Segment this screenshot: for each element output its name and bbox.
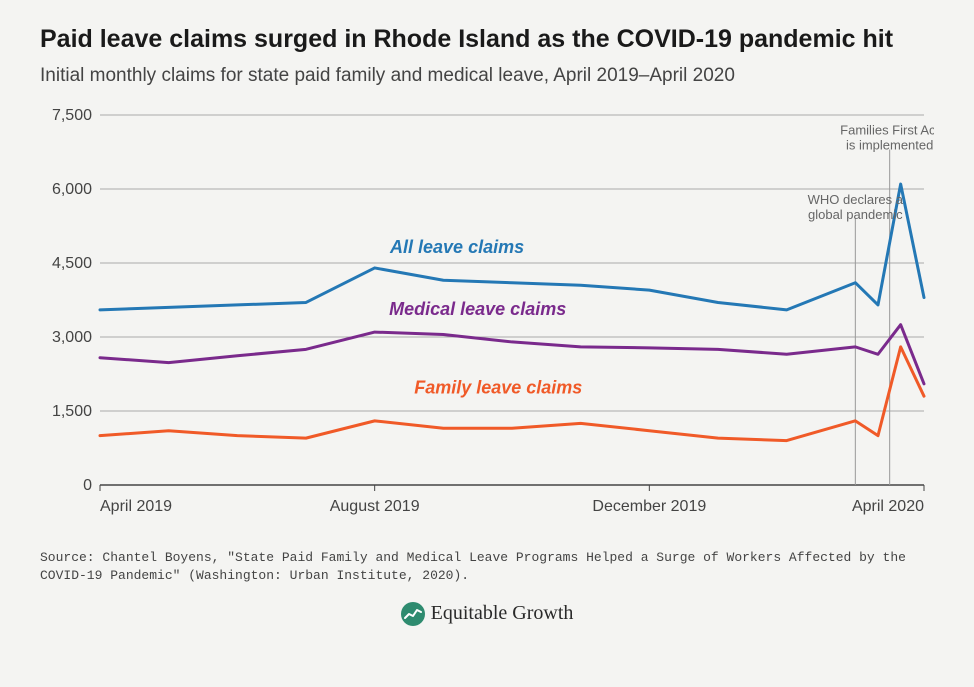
- series-line: [100, 325, 924, 384]
- chart-container: 0 1,500 3,000 4,500 6,000 7,500 April 2019 Augu…: [40, 95, 934, 535]
- y-tick-label: 0: [83, 477, 92, 494]
- x-tick-label: April 2019: [100, 498, 172, 515]
- chart-subtitle: Initial monthly claims for state paid fa…: [40, 65, 934, 87]
- annotation-label: WHO declares a: [808, 192, 904, 207]
- x-tick-label: August 2019: [330, 498, 420, 515]
- logo-text: Equitable Growth: [431, 602, 574, 625]
- x-tick-label: December 2019: [592, 498, 706, 515]
- x-tick-label: April 2020: [852, 498, 924, 515]
- series-label: All leave claims: [389, 237, 524, 257]
- y-tick-label: 3,000: [52, 329, 92, 346]
- y-tick-label: 4,500: [52, 255, 92, 272]
- source-citation: Source: Chantel Boyens, "State Paid Fami…: [40, 549, 934, 585]
- y-tick-label: 6,000: [52, 181, 92, 198]
- annotation-label: global pandemic: [808, 207, 903, 222]
- series-label: Medical leave claims: [389, 299, 566, 319]
- series-label: Family leave claims: [414, 378, 582, 398]
- y-tick-label: 1,500: [52, 403, 92, 420]
- annotation-label: Families First Act: [840, 123, 934, 138]
- logo: Equitable Growth: [40, 602, 934, 626]
- logo-icon: [401, 602, 425, 626]
- annotation-label: is implemented: [846, 138, 933, 153]
- line-chart: 0 1,500 3,000 4,500 6,000 7,500 April 2019 Augu…: [40, 95, 934, 535]
- y-tick-label: 7,500: [52, 107, 92, 124]
- chart-title: Paid leave claims surged in Rhode Island…: [40, 24, 934, 55]
